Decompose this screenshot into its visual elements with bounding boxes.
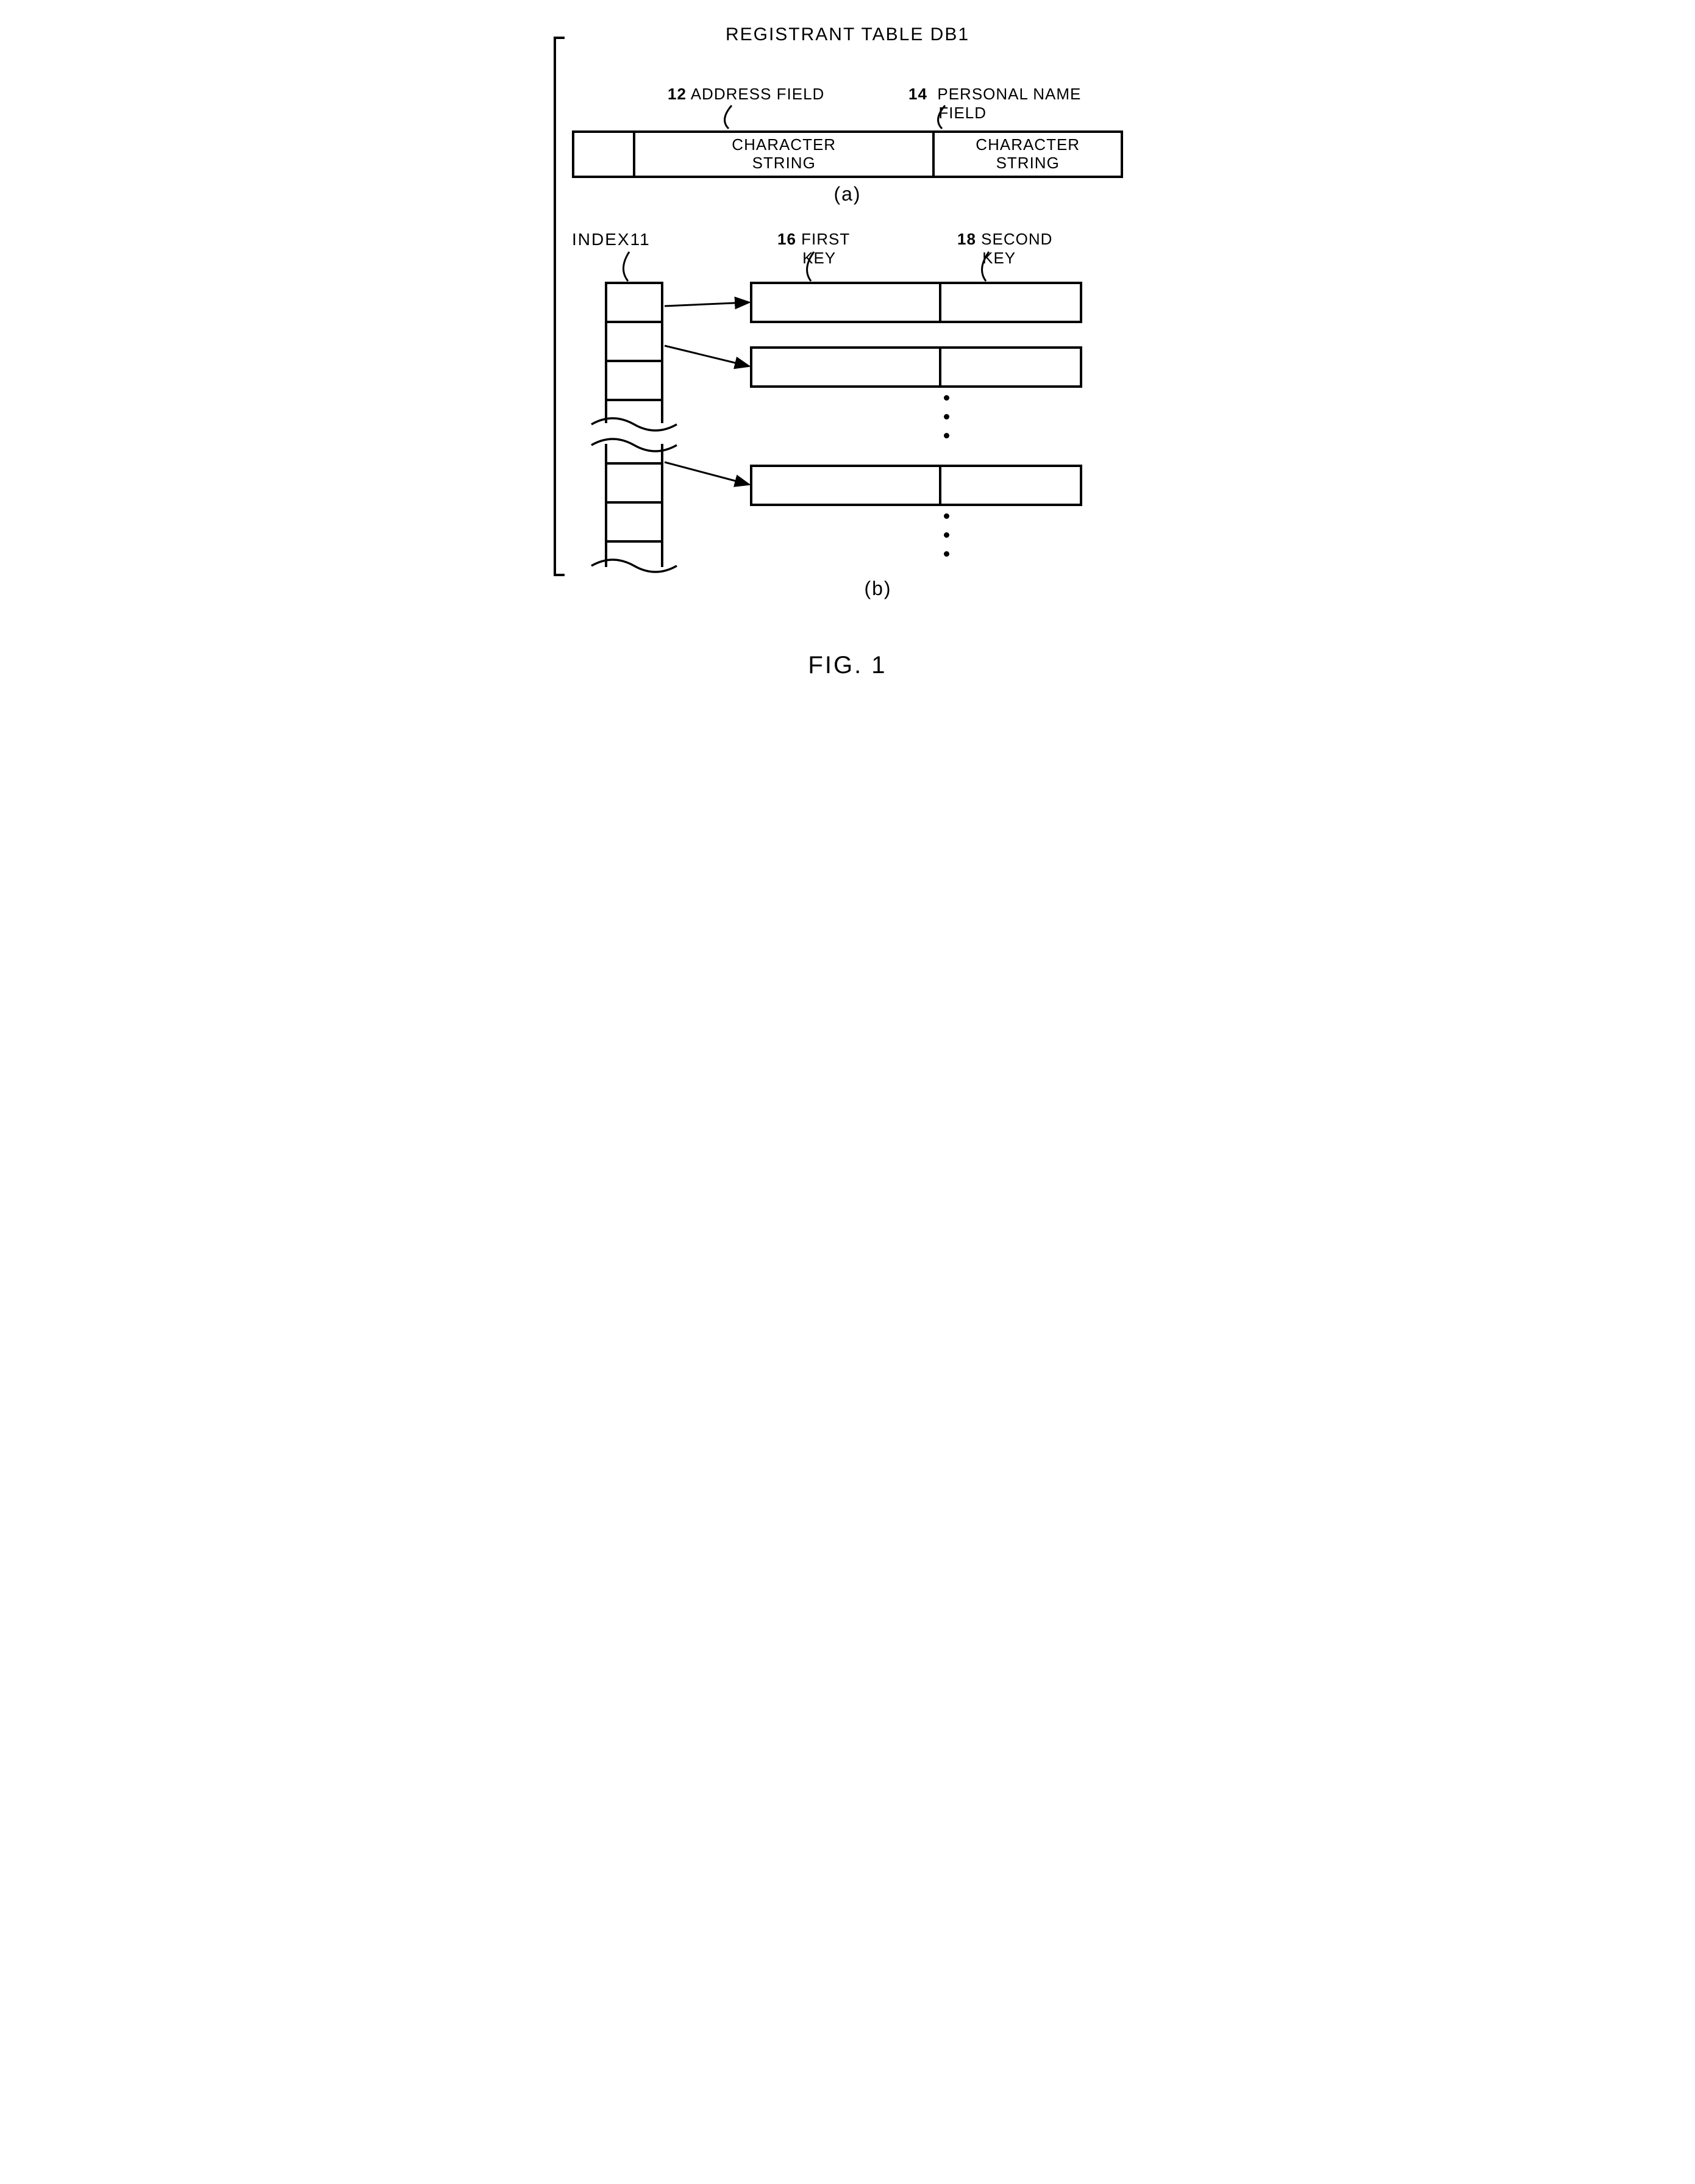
outer-bracket (554, 37, 565, 576)
label-14: 14 PERSONAL NAME FIELD (908, 85, 1081, 123)
first-key-cell (752, 349, 941, 385)
leader-index (617, 251, 641, 284)
key-row (750, 282, 1082, 323)
first-key-cell (752, 467, 941, 504)
sublabel-b: (b) (628, 577, 1128, 600)
body-b (567, 282, 1128, 574)
dot (944, 532, 949, 538)
label-12: 12 ADDRESS FIELD (668, 85, 824, 104)
dots-group-2 (944, 513, 949, 557)
address-field-cell: CHARACTER STRING (635, 133, 935, 176)
ref-16-text-l1: FIRST (801, 230, 850, 248)
ref-16-number: 16 (777, 230, 796, 248)
labels-row-a: 12 ADDRESS FIELD 14 PERSONAL NAME FIELD (567, 85, 1128, 130)
ref-12-text: ADDRESS FIELD (687, 85, 824, 103)
name-cell-text: CHARACTER STRING (976, 136, 1080, 173)
sublabel-a: (a) (567, 183, 1128, 205)
arrows (567, 282, 762, 526)
ref-18-number: 18 (957, 230, 976, 248)
dot (944, 551, 949, 557)
ref-14-number: 14 (908, 85, 927, 103)
ref-14-text-l1: PERSONAL NAME (937, 85, 1081, 103)
section-a: 12 ADDRESS FIELD 14 PERSONAL NAME FIELD … (567, 85, 1128, 205)
label-18: 18 SECOND KEY (957, 230, 1052, 268)
labels-row-b: INDEX11 16 FIRST KEY 18 SECOND KEY (567, 230, 1128, 282)
dots-group-1 (944, 395, 949, 438)
ref-18-text-l1: SECOND (981, 230, 1052, 248)
diagram-container: REGISTRANT TABLE DB1 12 ADDRESS FIELD 14… (567, 24, 1128, 679)
key-row (750, 346, 1082, 388)
second-key-cell (941, 349, 1080, 385)
second-key-cell (941, 284, 1080, 321)
label-index: INDEX11 (572, 230, 651, 249)
figure-label: FIG. 1 (567, 652, 1128, 679)
table-a: CHARACTER STRING CHARACTER STRING (572, 130, 1123, 178)
leader-12 (723, 104, 741, 129)
address-cell-text: CHARACTER STRING (732, 136, 836, 173)
section-b: INDEX11 16 FIRST KEY 18 SECOND KEY (567, 230, 1128, 600)
leader-18 (980, 251, 1004, 284)
table-a-spacer (574, 133, 635, 176)
dot (944, 414, 949, 419)
diagram-title: REGISTRANT TABLE DB1 (567, 24, 1128, 45)
first-key-cell (752, 284, 941, 321)
key-row (750, 465, 1082, 506)
second-key-cell (941, 467, 1080, 504)
leader-16 (805, 251, 829, 284)
name-field-cell: CHARACTER STRING (935, 133, 1121, 176)
ref-12-number: 12 (668, 85, 687, 103)
leader-14 (936, 104, 954, 129)
dot (944, 395, 949, 401)
dot (944, 433, 949, 438)
dot (944, 513, 949, 519)
